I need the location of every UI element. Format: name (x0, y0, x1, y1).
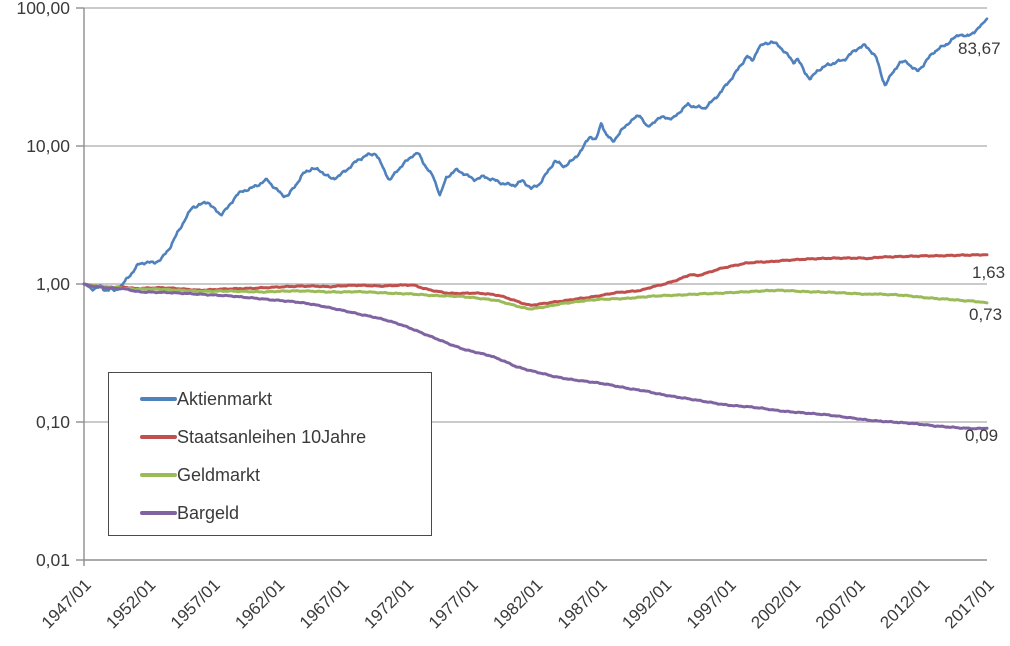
legend-swatch-aktienmarkt (140, 397, 177, 401)
x-tick-label: 1952/01 (102, 575, 159, 632)
x-tick-label: 1962/01 (231, 575, 288, 632)
x-tick-label: 2007/01 (812, 575, 869, 632)
x-tick-label: 1977/01 (425, 575, 482, 632)
y-tick-label: 10,00 (26, 136, 70, 156)
end-value-aktienmarkt: 83,67 (958, 39, 1001, 58)
legend-label-geldmarkt: Geldmarkt (177, 465, 261, 485)
end-value-geldmarkt: 0,73 (969, 305, 1003, 324)
y-tick-label: 0,01 (36, 550, 70, 570)
x-tick-label: 2012/01 (876, 575, 933, 632)
legend-swatch-bargeld (140, 511, 177, 515)
x-tick-label: 1972/01 (360, 575, 417, 632)
x-tick-label: 1982/01 (489, 575, 546, 632)
x-tick-label: 1947/01 (38, 575, 95, 632)
end-value-staatsanleihen: 1,63 (972, 263, 1006, 282)
legend-item-bargeld[interactable]: Bargeld (140, 494, 431, 532)
x-tick-label: 1987/01 (554, 575, 611, 632)
series-line-staatsanleihen-10jahre (82, 253, 989, 307)
legend-item-geldmarkt[interactable]: Geldmarkt (140, 456, 431, 494)
series-line-bargeld (82, 282, 989, 431)
y-tick-label: 100,00 (16, 0, 70, 18)
end-value-bargeld: 0,09 (965, 426, 999, 445)
legend-label-staatsanleihen: Staatsanleihen 10Jahre (177, 427, 367, 447)
x-tick-label: 1957/01 (167, 575, 224, 632)
legend-swatch-geldmarkt (140, 473, 177, 477)
legend-label-bargeld: Bargeld (177, 503, 240, 523)
y-tick-label: 1,00 (36, 274, 70, 294)
y-tick-label: 0,10 (36, 412, 70, 432)
legend-label-aktienmarkt: Aktienmarkt (177, 389, 273, 409)
series-line-aktienmarkt (82, 17, 989, 293)
legend: Aktienmarkt Staatsanleihen 10Jahre Geldm… (108, 372, 432, 536)
legend-item-staatsanleihen[interactable]: Staatsanleihen 10Jahre (140, 418, 431, 456)
x-tick-label: 2002/01 (747, 575, 804, 632)
legend-swatch-staatsanleihen (140, 435, 177, 439)
x-tick-label: 2017/01 (941, 575, 998, 632)
x-tick-label: 1992/01 (618, 575, 675, 632)
legend-item-aktienmarkt[interactable]: Aktienmarkt (140, 380, 431, 418)
series-line-geldmarkt (82, 282, 989, 311)
x-tick-label: 1967/01 (296, 575, 353, 632)
x-tick-label: 1997/01 (683, 575, 740, 632)
